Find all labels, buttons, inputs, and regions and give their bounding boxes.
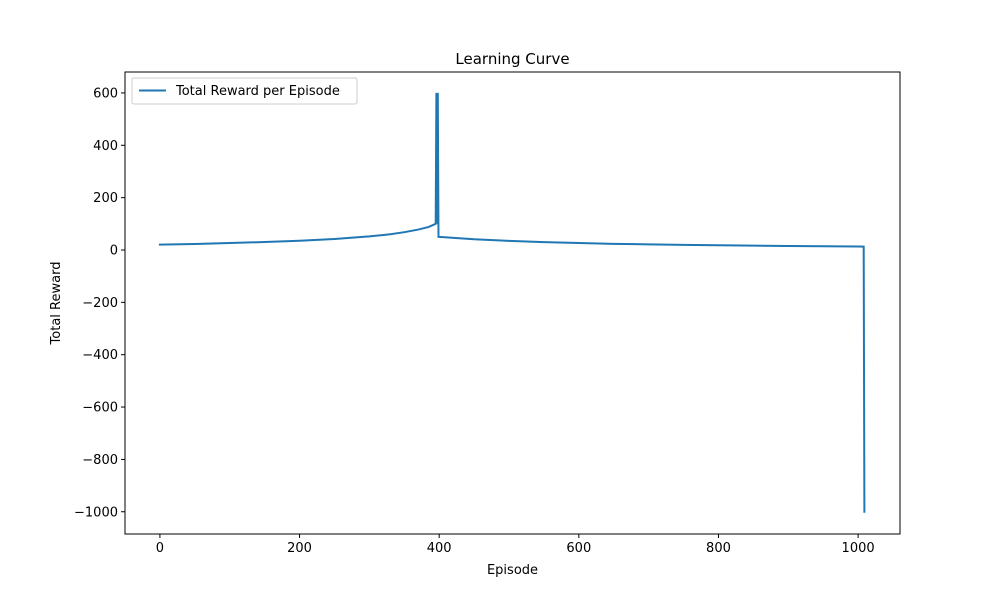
x-tick-label: 1000 [842, 541, 875, 556]
x-tick-label: 400 [427, 541, 452, 556]
x-tick-label: 600 [566, 541, 591, 556]
y-tick-label: −400 [82, 348, 118, 363]
x-tick-label: 200 [287, 541, 312, 556]
chart-title: Learning Curve [455, 50, 569, 68]
x-axis: 0 200 400 600 800 1000 [156, 534, 875, 556]
legend-entry-label: Total Reward per Episode [175, 84, 340, 99]
x-tick-label: 0 [156, 541, 164, 556]
plot-frame [124, 71, 901, 535]
y-tick-label: 0 [110, 243, 118, 258]
legend: Total Reward per Episode [131, 77, 358, 105]
x-axis-label: Episode [487, 563, 538, 578]
y-tick-label: 400 [93, 139, 118, 154]
y-tick-label: −200 [82, 296, 118, 311]
y-axis: 600 400 200 0 −200 −400 −600 −800 −1000 [74, 86, 125, 520]
series-layer [158, 92, 866, 513]
legend-box [131, 77, 358, 105]
x-tick-label: 800 [706, 541, 731, 556]
y-tick-label: −600 [82, 401, 118, 416]
y-tick-label: 600 [93, 86, 118, 101]
series-line-0 [158, 92, 866, 513]
y-tick-label: −1000 [74, 505, 118, 520]
y-axis-label: Total Reward [49, 262, 64, 346]
y-tick-label: −800 [82, 453, 118, 468]
y-tick-label: 200 [93, 191, 118, 206]
